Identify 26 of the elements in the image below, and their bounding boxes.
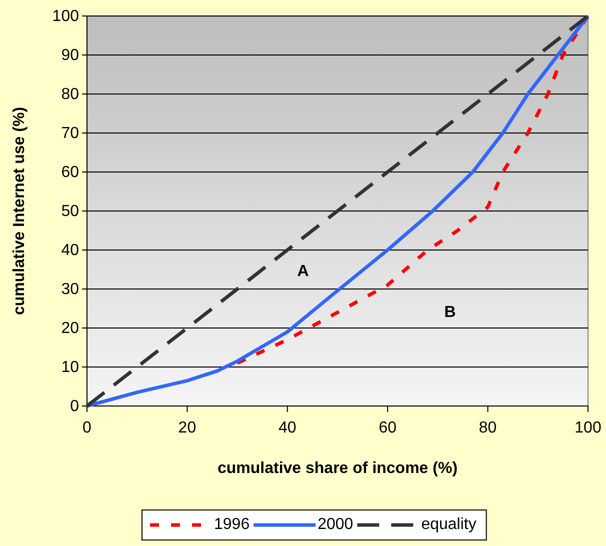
x-axis-title: cumulative share of income (%)	[217, 460, 458, 477]
y-tick-label: 100	[52, 8, 80, 26]
y-tick-label: 60	[61, 164, 80, 182]
x-tick-label: 20	[178, 420, 196, 437]
line-series	[85, 14, 590, 408]
y-tick-label: 40	[61, 242, 80, 260]
y-tick-label: 70	[61, 125, 80, 142]
line-series	[236, 14, 590, 365]
x-tick-label: 0	[82, 420, 92, 437]
y-tick-label: 50	[61, 203, 80, 220]
legend-label: 1996	[214, 516, 250, 534]
y-tick-label: 80	[61, 86, 80, 104]
x-tick-label: 60	[378, 420, 397, 437]
y-axis-title: cumulative Internet use (%)	[11, 106, 28, 316]
x-tick-label: 100	[574, 420, 602, 437]
x-tick-label: 80	[478, 420, 497, 437]
annotation: A	[297, 263, 310, 280]
annotation: B	[444, 304, 456, 322]
legend-label: 2000	[318, 516, 354, 534]
y-tick-label: 10	[61, 359, 80, 376]
y-tick-label: 20	[61, 320, 80, 338]
y-tick-label: 30	[61, 281, 80, 298]
x-tick-label: 40	[278, 420, 296, 437]
y-tick-label: 90	[61, 47, 80, 64]
y-tick-label: 0	[70, 398, 80, 416]
legend-label: equality	[421, 516, 476, 534]
